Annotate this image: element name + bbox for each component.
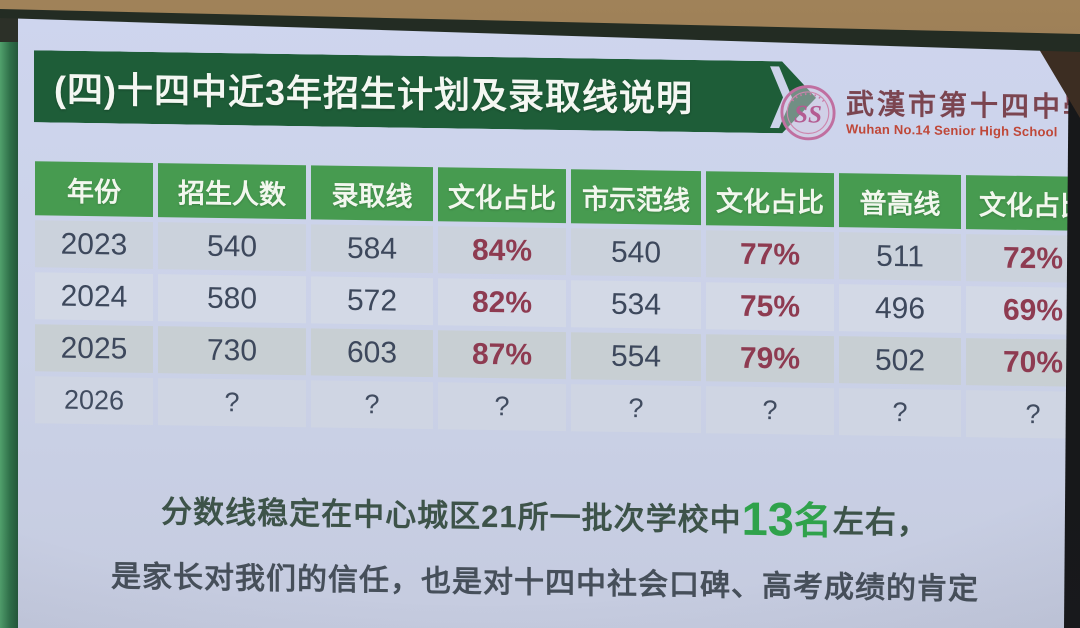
admissions-table: 年份 招生人数 录取线 文化占比 市示范线 文化占比 普高线 文化占比 2023… <box>30 156 1080 444</box>
cell-year: 2026 <box>35 376 153 426</box>
school-seal-icon: SS <box>780 85 836 141</box>
cell-culture-ratio: 87% <box>438 330 566 380</box>
title-banner: (四)十四中近3年招生计划及录取线说明 <box>34 50 816 134</box>
header-enrollment: 招生人数 <box>158 163 306 220</box>
school-name-en: Wuhan No.14 Senior High School <box>845 121 1058 140</box>
cell-unknown: ? <box>966 390 1080 440</box>
header-general-hs-line: 普高线 <box>839 173 961 229</box>
header-culture-ratio-3: 文化占比 <box>966 175 1080 232</box>
cell-city-demo-line: 534 <box>571 280 701 330</box>
title-banner-shape: (四)十四中近3年招生计划及录取线说明 <box>34 50 816 134</box>
cell-unknown: ? <box>706 386 834 436</box>
cell-culture-ratio: 69% <box>966 286 1080 336</box>
cell-enrollment: 580 <box>158 274 306 324</box>
school-name-zh: 武漢市第十四中學 <box>845 89 1080 124</box>
header-city-demo-line: 市示范线 <box>571 169 701 226</box>
cell-unknown: ? <box>311 380 433 430</box>
slide-title: (四)十四中近3年招生计划及录取线说明 <box>54 68 693 120</box>
table-header-row: 年份 招生人数 录取线 文化占比 市示范线 文化占比 普高线 文化占比 <box>35 161 1080 232</box>
table-row: 2026 ? ? ? ? ? ? ? <box>35 376 1080 440</box>
cell-admission-line: 572 <box>311 276 433 326</box>
cell-culture-ratio: 72% <box>966 234 1080 284</box>
cell-culture-ratio: 82% <box>438 278 566 328</box>
screen-left-frame <box>0 0 18 628</box>
cell-unknown: ? <box>839 388 961 437</box>
footer-line-1: 分数线稳定在中心城区21所一批次学校中13名左右， <box>18 478 1072 551</box>
cell-admission-line: 584 <box>311 224 433 274</box>
slide-content: (四)十四中近3年招生计划及录取线说明 SS 武漢市第十四中學 Wuhan No… <box>18 10 1080 628</box>
cell-general-hs-line: 511 <box>839 232 961 281</box>
header-year: 年份 <box>35 161 153 218</box>
cell-enrollment: 540 <box>158 222 306 272</box>
cell-city-demo-line: 554 <box>571 332 701 382</box>
cell-unknown: ? <box>571 384 701 434</box>
school-name-block: 武漢市第十四中學 Wuhan No.14 Senior High School <box>845 89 1080 140</box>
cell-culture-ratio: 70% <box>966 338 1080 388</box>
cell-general-hs-line: 502 <box>839 336 961 385</box>
cell-culture-ratio: 77% <box>706 230 834 280</box>
cell-year: 2023 <box>35 220 153 270</box>
cell-year: 2024 <box>35 272 153 322</box>
cell-general-hs-line: 496 <box>839 284 961 333</box>
cell-culture-ratio: 79% <box>706 334 834 384</box>
cell-unknown: ? <box>438 382 566 432</box>
cell-city-demo-line: 540 <box>571 228 701 278</box>
svg-text:SS: SS <box>794 101 822 128</box>
school-logo: SS 武漢市第十四中學 Wuhan No.14 Senior High Scho… <box>779 83 1080 146</box>
footer-line1-suffix: 左右， <box>832 504 929 541</box>
header-culture-ratio-1: 文化占比 <box>438 167 566 224</box>
footer-line-2: 是家长对我们的信任，也是对十四中社会口碑、高考成绩的肯定 <box>111 560 979 607</box>
cell-enrollment: 730 <box>158 326 306 376</box>
cell-culture-ratio: 84% <box>438 226 566 276</box>
cell-unknown: ? <box>158 378 306 428</box>
cell-year: 2025 <box>35 324 153 374</box>
header-culture-ratio-2: 文化占比 <box>706 171 834 228</box>
rank-highlight-unit: 名 <box>793 500 833 544</box>
header-admission-line: 录取线 <box>311 165 433 222</box>
cell-admission-line: 603 <box>311 328 433 378</box>
cell-culture-ratio: 75% <box>706 282 834 332</box>
footer-line1-prefix: 分数线稳定在中心城区21所一批次学校中 <box>161 494 742 538</box>
rank-highlight-number: 13 <box>741 491 794 546</box>
